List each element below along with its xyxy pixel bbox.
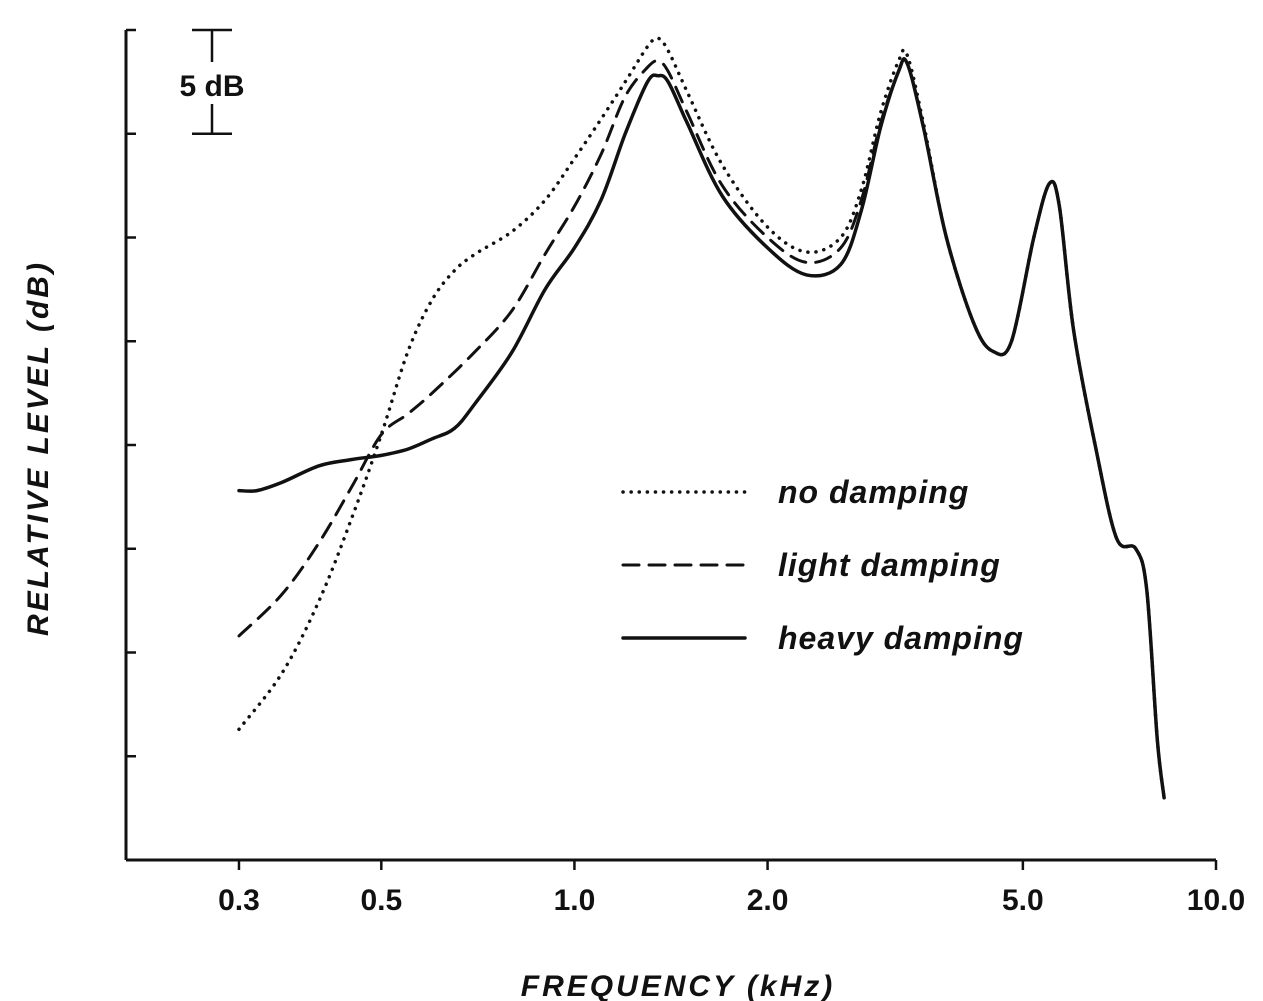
y-axis-ticks — [126, 28, 136, 862]
y-axis-title: RELATIVE LEVEL (dB) — [22, 260, 55, 636]
x-tick-label: 5.0 — [1002, 884, 1044, 917]
scale-bar-label: 5 dB — [179, 70, 244, 103]
x-tick-label: 0.5 — [360, 884, 402, 917]
series-light-damping-line — [237, 57, 1166, 800]
x-tick-label: 0.3 — [218, 884, 260, 917]
x-axis-ticks: 0.3 0.5 1.0 2.0 5.0 10.0 — [218, 860, 1245, 917]
x-tick-label: 10.0 — [1187, 884, 1245, 917]
axes — [124, 30, 1216, 862]
series-group — [237, 36, 1166, 800]
legend: no damping light damping heavy damping — [621, 474, 1024, 656]
legend-label-heavy-damping: heavy damping — [778, 620, 1024, 656]
legend-label-no-damping: no damping — [778, 474, 969, 510]
x-axis-title: FREQUENCY (kHz) — [521, 970, 835, 1001]
x-tick-label: 1.0 — [554, 884, 596, 917]
x-tick-label: 2.0 — [747, 884, 789, 917]
legend-label-light-damping: light damping — [778, 547, 1001, 583]
scale-bar: 5 dB — [179, 28, 245, 135]
series-heavy-damping-line — [237, 57, 1166, 800]
